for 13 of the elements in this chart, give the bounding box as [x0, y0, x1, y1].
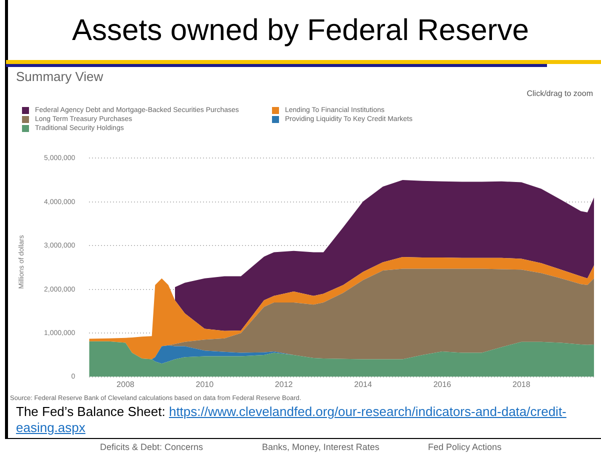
text: Click/drag to zoom [526, 89, 593, 98]
x-tick-label: 2012 [274, 380, 294, 389]
x-tick-label: 2018 [512, 380, 531, 389]
x-tick-label: 2010 [196, 380, 214, 389]
x-tick-label: 2016 [433, 380, 452, 389]
text: Deficits & Debt: Concerns [100, 442, 204, 453]
chart-title: Assets owned by Federal Reserve [71, 14, 530, 48]
chart-subtitle: Summary View [16, 69, 104, 84]
text: The Fed’s Balance Sheet: https://www.clevelandfed.org/our-research/indicators-and-data/credit-easing.aspx [16, 404, 566, 435]
x-tick-label: 2014 [354, 380, 372, 389]
x-tick-label: 2008 [116, 380, 135, 389]
text: Fed Policy Actions [428, 442, 502, 453]
text: Banks, Money, Interest Rates [262, 442, 380, 453]
